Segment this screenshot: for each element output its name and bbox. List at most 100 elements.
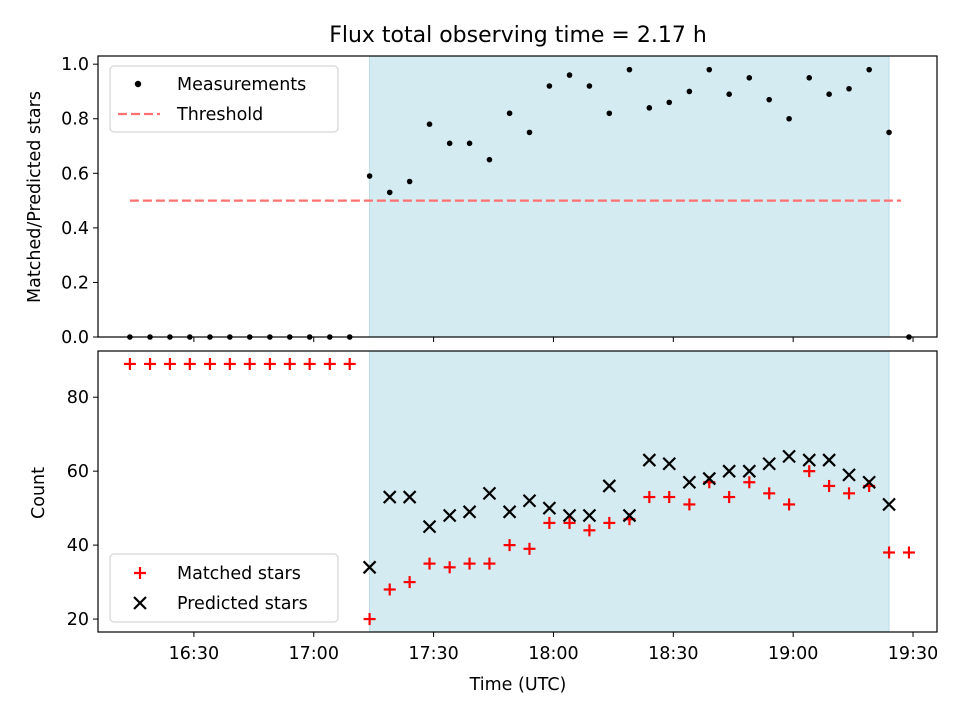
measurement-point bbox=[546, 83, 553, 89]
x-axis-label: Time (UTC) bbox=[469, 675, 567, 695]
predicted-star-point bbox=[402, 490, 417, 504]
measurement-point bbox=[726, 91, 732, 97]
bottom-ytick-label: 60 bbox=[67, 462, 89, 482]
matched-star-point bbox=[763, 487, 776, 500]
top-ytick-label: 1.0 bbox=[61, 55, 89, 75]
matched-star-point bbox=[283, 357, 296, 370]
predicted-star-point bbox=[882, 497, 896, 512]
top-ytick-label: 0.2 bbox=[61, 273, 89, 293]
measurement-point bbox=[386, 189, 393, 196]
legend-measurements-marker bbox=[134, 80, 142, 88]
bottom-y-axis-label: Count bbox=[29, 467, 49, 519]
matched-star-point bbox=[683, 498, 696, 511]
matched-star-point bbox=[383, 583, 396, 596]
matched-stars-series bbox=[123, 357, 915, 626]
matched-star-point bbox=[423, 557, 436, 570]
predicted-star-point bbox=[862, 475, 876, 490]
matched-star-point bbox=[463, 557, 476, 570]
measurement-point bbox=[886, 129, 892, 136]
measurement-point bbox=[706, 66, 713, 73]
measurement-point bbox=[586, 83, 593, 89]
predicted-star-point bbox=[622, 508, 637, 523]
matched-star-point bbox=[823, 479, 836, 492]
matched-star-point bbox=[263, 357, 276, 370]
matched-star-point bbox=[902, 546, 915, 559]
measurement-point bbox=[766, 96, 772, 103]
measurement-point bbox=[666, 99, 673, 106]
matched-star-point bbox=[483, 557, 496, 570]
bottom-y-ticks: 20 40 60 80 bbox=[67, 388, 98, 630]
predicted-star-point bbox=[762, 456, 776, 471]
predicted-star-point bbox=[542, 501, 557, 515]
top-panel: 0.0 0.2 0.4 0.6 0.8 1.0 Matched/Predicted sta… bbox=[25, 55, 938, 348]
predicted-star-point bbox=[562, 508, 577, 523]
measurement-point bbox=[466, 140, 473, 147]
matched-star-point bbox=[603, 516, 616, 529]
bottom-legend: Matched stars Predicted stars bbox=[109, 553, 339, 623]
xtick-label: 19:00 bbox=[768, 644, 818, 664]
measurement-point bbox=[626, 66, 633, 73]
predicted-star-point bbox=[502, 505, 517, 519]
matched-star-point bbox=[663, 491, 676, 504]
top-ytick-label: 0.6 bbox=[61, 164, 89, 184]
predicted-star-point bbox=[682, 475, 697, 490]
top-y-ticks: 0.0 0.2 0.4 0.6 0.8 1.0 bbox=[61, 55, 98, 348]
matched-star-point bbox=[883, 546, 896, 559]
xtick-label: 17:00 bbox=[289, 644, 339, 664]
matched-star-point bbox=[643, 491, 656, 504]
matched-star-point bbox=[743, 476, 756, 489]
matched-star-point bbox=[723, 491, 736, 504]
predicted-star-point bbox=[582, 508, 597, 523]
measurement-point bbox=[426, 121, 433, 128]
predicted-star-point bbox=[662, 456, 677, 471]
predicted-star-point bbox=[822, 453, 836, 467]
xtick-label: 18:30 bbox=[648, 644, 698, 664]
matched-star-point bbox=[523, 542, 536, 555]
legend-predicted-marker bbox=[133, 596, 147, 610]
predicted-star-point bbox=[722, 464, 736, 478]
legend-matched-marker bbox=[134, 567, 146, 579]
predicted-star-point bbox=[442, 508, 457, 523]
matched-star-point bbox=[183, 357, 196, 370]
bottom-legend-box bbox=[109, 553, 339, 623]
matched-star-point bbox=[443, 561, 456, 574]
measurement-point bbox=[686, 88, 693, 95]
predicted-star-point bbox=[382, 490, 397, 504]
bottom-x-ticks: 16:30 17:00 17:30 18:00 18:30 19:00 19:30 bbox=[169, 632, 938, 664]
xtick-label: 17:30 bbox=[408, 644, 458, 664]
measurement-point bbox=[786, 115, 792, 122]
top-axes-frame bbox=[97, 55, 938, 338]
matched-star-point bbox=[243, 357, 256, 370]
predicted-star-point bbox=[802, 453, 817, 467]
matched-star-point bbox=[203, 357, 216, 370]
chart-title: Flux total observing time = 2.17 h bbox=[329, 23, 707, 48]
predicted-star-point bbox=[782, 449, 796, 464]
measurement-point bbox=[406, 178, 413, 185]
bottom-ytick-label: 80 bbox=[67, 388, 89, 408]
matched-star-point bbox=[843, 487, 856, 500]
matched-star-point bbox=[403, 576, 416, 589]
bottom-shaded-region bbox=[369, 350, 890, 633]
predicted-stars-series bbox=[362, 449, 896, 575]
matched-star-point bbox=[543, 516, 556, 529]
measurement-point bbox=[866, 66, 872, 73]
predicted-star-point bbox=[462, 505, 477, 519]
top-legend: Measurements Threshold bbox=[109, 65, 339, 133]
measurement-point bbox=[806, 75, 813, 81]
matched-star-point bbox=[123, 357, 136, 370]
measurement-point bbox=[366, 173, 373, 179]
measurement-point bbox=[566, 72, 573, 78]
matched-star-point bbox=[343, 357, 356, 370]
xtick-label: 16:30 bbox=[169, 644, 219, 664]
legend-predicted-label: Predicted stars bbox=[177, 594, 308, 614]
top-ytick-label: 0.8 bbox=[61, 110, 89, 130]
predicted-star-point bbox=[482, 486, 497, 501]
bottom-ytick-label: 20 bbox=[67, 610, 89, 630]
legend-threshold-label: Threshold bbox=[176, 105, 263, 125]
top-x-ticks bbox=[193, 337, 914, 342]
bottom-axes-frame bbox=[97, 350, 938, 633]
predicted-star-point bbox=[742, 464, 757, 478]
xtick-label: 18:00 bbox=[528, 644, 578, 664]
predicted-star-point bbox=[422, 519, 437, 534]
